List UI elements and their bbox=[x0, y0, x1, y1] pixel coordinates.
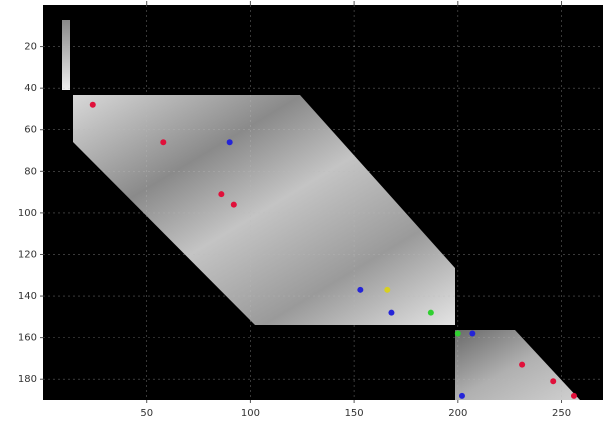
y-tick-label: 20 bbox=[24, 42, 37, 53]
x-tick-label: 250 bbox=[552, 408, 571, 419]
point bbox=[469, 330, 476, 337]
point bbox=[160, 139, 167, 146]
y-tick-label: 80 bbox=[24, 166, 37, 177]
y-tick-label: 140 bbox=[18, 291, 37, 302]
image-region bbox=[455, 330, 580, 400]
point bbox=[357, 286, 364, 293]
colorbar bbox=[62, 20, 70, 90]
x-tick-label: 50 bbox=[140, 408, 153, 419]
x-tick-label: 150 bbox=[345, 408, 364, 419]
point bbox=[226, 139, 233, 146]
y-tick-label: 60 bbox=[24, 125, 37, 136]
point bbox=[519, 361, 526, 368]
x-tick-label: 200 bbox=[448, 408, 467, 419]
x-tick-label: 100 bbox=[241, 408, 260, 419]
y-tick-label: 160 bbox=[18, 333, 37, 344]
point bbox=[550, 378, 557, 385]
point bbox=[454, 330, 461, 337]
point bbox=[89, 101, 96, 108]
y-tick-label: 120 bbox=[18, 249, 37, 260]
y-tick-label: 100 bbox=[18, 208, 37, 219]
point bbox=[388, 309, 395, 316]
image-region bbox=[73, 95, 455, 325]
y-tick-label: 40 bbox=[24, 83, 37, 94]
point bbox=[230, 201, 237, 208]
point bbox=[458, 392, 465, 399]
point bbox=[427, 309, 434, 316]
point bbox=[570, 392, 577, 399]
y-tick-label: 180 bbox=[18, 374, 37, 385]
point bbox=[218, 191, 225, 198]
point bbox=[384, 286, 391, 293]
